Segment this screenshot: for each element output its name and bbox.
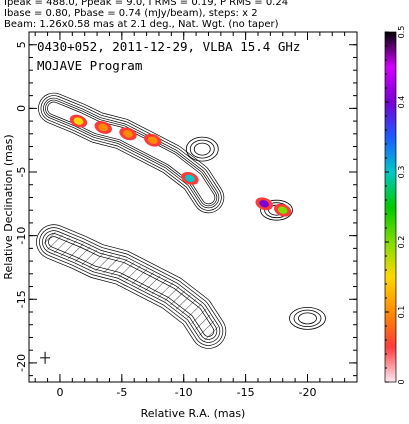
polarized-core bbox=[277, 206, 288, 214]
colorbar-tick-label: 0 bbox=[397, 379, 406, 384]
component-contour bbox=[193, 142, 211, 156]
polarized-core bbox=[73, 117, 84, 125]
component-contour bbox=[185, 136, 219, 162]
header-line-3: Beam: 1.26x0.58 mas at 2.1 deg., Nat. Wg… bbox=[4, 19, 279, 30]
plot-title: 0430+052, 2011-12-29, VLBA 15.4 GHz bbox=[37, 39, 301, 54]
x-axis-label: Relative R.A. (mas) bbox=[141, 407, 246, 420]
header-line-2: Ibase = 0.80, Pbase = 0.74 (mJy/beam), s… bbox=[4, 8, 258, 19]
x-tick-label: -5 bbox=[116, 386, 127, 399]
y-tick-label: -15 bbox=[15, 290, 28, 308]
component-contour bbox=[298, 312, 317, 325]
component-contour bbox=[189, 139, 215, 159]
x-tick-label: -15 bbox=[237, 386, 255, 399]
colorbar bbox=[384, 31, 397, 383]
plot-frame bbox=[28, 31, 358, 383]
y-tick-label: 5 bbox=[15, 41, 28, 48]
x-tick-label: -10 bbox=[175, 386, 193, 399]
y-tick-label: 0 bbox=[15, 105, 28, 112]
polarized-core bbox=[259, 200, 270, 208]
colorbar-tick-label: 0.3 bbox=[397, 166, 406, 179]
polarized-core bbox=[123, 130, 133, 138]
program-label: MOJAVE Program bbox=[37, 58, 143, 73]
header-line-1: Ipeak = 488.0, Ppeak = 9.0, I RMS = 0.19… bbox=[4, 0, 289, 8]
x-tick-label: 0 bbox=[56, 386, 63, 399]
component-contour bbox=[260, 199, 293, 221]
polarized-core bbox=[185, 174, 195, 183]
component-contour bbox=[289, 306, 326, 330]
colorbar-tick-label: 0.4 bbox=[397, 96, 406, 109]
colorbar-tick-label: 0.1 bbox=[397, 306, 406, 319]
polarization-vectors bbox=[43, 232, 219, 342]
y-axis-label: Relative Declination (mas) bbox=[2, 134, 15, 279]
colorbar-tick-label: 0.2 bbox=[397, 236, 406, 249]
x-tick-label: -20 bbox=[299, 386, 317, 399]
y-tick-label: -20 bbox=[15, 354, 28, 372]
polarized-core bbox=[98, 123, 109, 132]
y-tick-label: -5 bbox=[15, 167, 28, 178]
colorbar-tick-label: 0.5 bbox=[397, 26, 406, 39]
component-contour bbox=[293, 309, 322, 328]
polarized-core bbox=[147, 136, 158, 144]
y-tick-label: -10 bbox=[15, 227, 28, 245]
